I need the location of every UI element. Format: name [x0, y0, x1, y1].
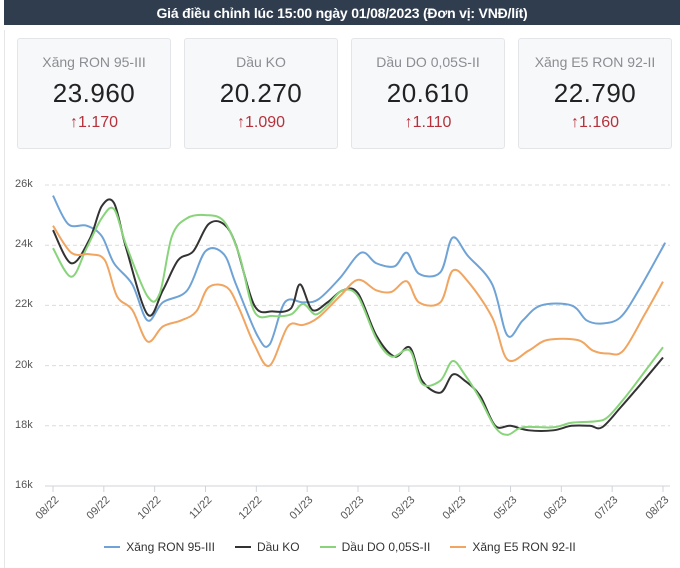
card-delta: ↑1.110: [404, 114, 452, 131]
header-bar: Giá điều chỉnh lúc 15:00 ngày 01/08/2023…: [4, 0, 680, 25]
legend-line-icon: [234, 546, 251, 548]
y-axis-tick-label: 20k: [15, 358, 33, 371]
y-axis-tick-label: 16k: [15, 479, 33, 491]
price-card-e5: Xăng E5 RON 92-II 22.790 ↑1.160: [518, 38, 672, 149]
card-fuel-name: Xăng RON 95-III: [42, 54, 146, 70]
y-axis-tick-label: 18k: [15, 418, 33, 431]
price-card-ko: Dầu KO 20.270 ↑1.090: [184, 38, 338, 149]
price-card-do: Dầu DO 0,05S-II 20.610 ↑1.110: [351, 38, 505, 149]
price-card-ron95: Xăng RON 95-III 23.960 ↑1.170: [17, 38, 171, 149]
legend-line-icon: [104, 546, 121, 548]
arrow-up-icon: ↑: [570, 114, 579, 131]
y-axis-tick-label: 24k: [15, 238, 33, 251]
legend-item[interactable]: Dầu KO: [234, 540, 300, 554]
legend-label: Dầu KO: [256, 540, 300, 554]
chart-legend: Xăng RON 95-III Dầu KO Dầu DO 0,05S-II Xăng…: [0, 540, 680, 554]
card-delta: ↑1.160: [570, 114, 620, 131]
left-border: [4, 30, 5, 568]
y-axis-tick-label: 22k: [15, 298, 33, 311]
arrow-up-icon: ↑: [69, 114, 78, 131]
card-fuel-name: Dầu KO: [236, 54, 286, 70]
legend-item[interactable]: Dầu DO 0,05S-II: [319, 540, 431, 554]
price-line-chart: 16k 18k 20k 22k 24k 26k 08/22 09/22 10/22 11/22 12…: [0, 160, 680, 530]
legend-label: Xăng RON 95-III: [126, 540, 215, 554]
legend-label: Dầu DO 0,05S-II: [341, 540, 431, 554]
arrow-up-icon: ↑: [236, 114, 245, 131]
card-fuel-name: Xăng E5 RON 92-II: [534, 54, 656, 70]
price-cards: Xăng RON 95-III 23.960 ↑1.170 Dầu KO 20.…: [17, 38, 672, 149]
series-line: [52, 225, 664, 367]
legend-label: Xăng E5 RON 92-II: [472, 540, 576, 554]
card-price: 20.270: [219, 78, 303, 108]
series-line: [52, 195, 666, 348]
legend-line-icon: [319, 546, 336, 548]
card-price: 22.790: [553, 78, 637, 108]
chart-plot-area: [45, 184, 670, 492]
legend-line-icon: [450, 546, 467, 548]
card-delta: ↑1.090: [236, 114, 286, 131]
card-price: 20.610: [386, 78, 470, 108]
legend-item[interactable]: Xăng E5 RON 92-II: [450, 540, 576, 554]
card-delta: ↑1.170: [69, 114, 119, 131]
legend-item[interactable]: Xăng RON 95-III: [104, 540, 215, 554]
y-axis-tick-label: 26k: [15, 178, 33, 190]
card-price: 23.960: [52, 78, 136, 108]
arrow-up-icon: ↑: [404, 114, 413, 131]
header-title: Giá điều chỉnh lúc 15:00 ngày 01/08/2023…: [156, 4, 528, 21]
card-fuel-name: Dầu DO 0,05S-II: [376, 54, 480, 70]
series-line: [52, 206, 664, 436]
